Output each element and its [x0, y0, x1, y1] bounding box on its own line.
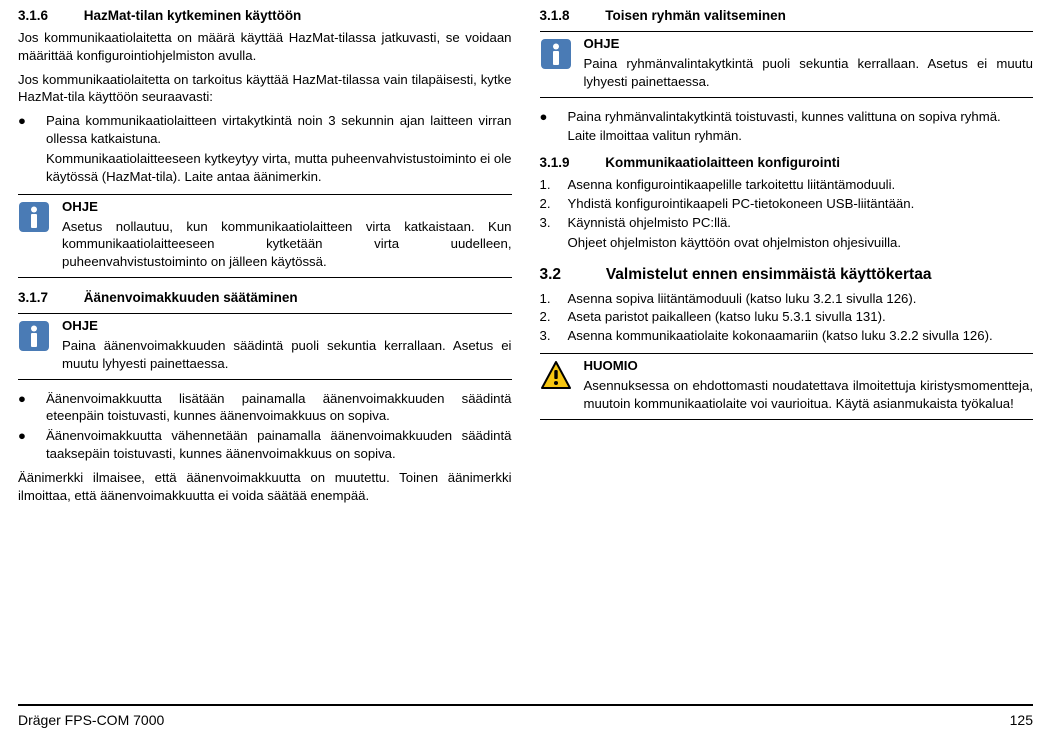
heading-num: 3.1.7 [18, 290, 80, 305]
note-content: OHJE Paina äänenvoimakkuuden säädintä pu… [62, 318, 512, 373]
para: Äänimerkki ilmaisee, että äänenvoimakkuu… [18, 469, 512, 505]
bullet-item: ● Äänenvoimakkuutta lisätään painamalla … [18, 390, 512, 426]
heading-num: 3.1.6 [18, 8, 80, 23]
numbered-list: 1. Asenna konfigurointikaapelille tarkoi… [540, 176, 1034, 251]
note-box-ohje: OHJE Paina ryhmänvalintakytkintä puoli s… [540, 31, 1034, 98]
heading-319: 3.1.9 Kommunikaatiolaitteen konfiguroint… [540, 155, 1034, 170]
num-mark: 1. [540, 290, 568, 308]
bullet-body: Paina kommunikaatiolaitteen virtakytkint… [46, 112, 512, 185]
bullet-text: Äänenvoimakkuutta lisätään painamalla ää… [46, 390, 512, 426]
heading-num: 3.1.9 [540, 155, 602, 170]
num-mark: 2. [540, 308, 568, 326]
num-text: Yhdistä konfigurointikaapeli PC-tietokon… [568, 195, 1034, 213]
info-icon [18, 320, 50, 352]
num-item: 3. Käynnistä ohjelmisto PC:llä. Ohjeet o… [540, 214, 1034, 252]
note-box-ohje: OHJE Asetus nollautuu, kun kommunikaatio… [18, 194, 512, 278]
bullet-mark: ● [18, 390, 46, 426]
heading-32: 3.2 Valmistelut ennen ensimmäistä käyttö… [540, 266, 1034, 284]
caution-title: HUOMIO [584, 358, 1034, 373]
num-mark: 3. [540, 214, 568, 252]
caution-box: HUOMIO Asennuksessa on ehdottomasti noud… [540, 353, 1034, 420]
info-icon [540, 38, 572, 70]
bullet-item: ● Paina ryhmänvalintakytkintä toistuvast… [540, 108, 1034, 146]
bullet-item: ● Äänenvoimakkuutta vähennetään painamal… [18, 427, 512, 463]
bullet-text: Äänenvoimakkuutta vähennetään painamalla… [46, 427, 512, 463]
num-text-cont: Ohjeet ohjelmiston käyttöön ovat ohjelmi… [568, 234, 1034, 252]
footer-product: Dräger FPS-COM 7000 [18, 712, 164, 728]
num-mark: 2. [540, 195, 568, 213]
note-text: Paina äänenvoimakkuuden säädintä puoli s… [62, 337, 512, 373]
warning-icon [540, 360, 572, 392]
heading-num: 3.1.8 [540, 8, 602, 23]
note-title: OHJE [62, 318, 512, 333]
heading-num: 3.2 [540, 266, 602, 284]
heading-title: Kommunikaatiolaitteen konfigurointi [605, 155, 840, 170]
note-title: OHJE [584, 36, 1034, 51]
left-column: 3.1.6 HazMat-tilan kytkeminen käyttöön J… [18, 8, 512, 510]
note-content: OHJE Asetus nollautuu, kun kommunikaatio… [62, 199, 512, 271]
heading-316: 3.1.6 HazMat-tilan kytkeminen käyttöön [18, 8, 512, 23]
bullet-text: Paina ryhmänvalintakytkintä toistuvasti,… [568, 109, 1001, 124]
page-number: 125 [1010, 712, 1033, 728]
bullet-text: Paina kommunikaatiolaitteen virtakytkint… [46, 113, 512, 146]
num-item: 3. Asenna kommunikaatiolaite kokonaamari… [540, 327, 1034, 345]
heading-title: Valmistelut ennen ensimmäistä käyttökert… [606, 266, 932, 283]
para: Jos kommunikaatiolaitetta on tarkoitus k… [18, 71, 512, 107]
note-text: Paina ryhmänvalintakytkintä puoli sekunt… [584, 55, 1034, 91]
num-text: Käynnistä ohjelmisto PC:llä. [568, 215, 731, 230]
num-text: Asenna kommunikaatiolaite kokonaamariin … [568, 327, 1034, 345]
num-text: Asenna konfigurointikaapelille tarkoitet… [568, 176, 1034, 194]
note-text: Asetus nollautuu, kun kommunikaatiolaitt… [62, 218, 512, 271]
num-mark: 1. [540, 176, 568, 194]
bullet-mark: ● [18, 427, 46, 463]
heading-title: Toisen ryhmän valitseminen [605, 8, 786, 23]
num-mark: 3. [540, 327, 568, 345]
num-item: 2. Aseta paristot paikalleen (katso luku… [540, 308, 1034, 326]
num-item: 1. Asenna sopiva liitäntämoduuli (katso … [540, 290, 1034, 308]
bullet-list: ● Paina ryhmänvalintakytkintä toistuvast… [540, 108, 1034, 146]
num-item: 2. Yhdistä konfigurointikaapeli PC-tieto… [540, 195, 1034, 213]
num-text: Aseta paristot paikalleen (katso luku 5.… [568, 308, 1034, 326]
num-item: 1. Asenna konfigurointikaapelille tarkoi… [540, 176, 1034, 194]
right-column: 3.1.8 Toisen ryhmän valitseminen OHJE Pa… [540, 8, 1034, 510]
info-icon [18, 201, 50, 233]
para: Jos kommunikaatiolaitetta on määrä käytt… [18, 29, 512, 65]
num-body: Käynnistä ohjelmisto PC:llä. Ohjeet ohje… [568, 214, 1034, 252]
numbered-list: 1. Asenna sopiva liitäntämoduuli (katso … [540, 290, 1034, 345]
heading-318: 3.1.8 Toisen ryhmän valitseminen [540, 8, 1034, 23]
note-content: HUOMIO Asennuksessa on ehdottomasti noud… [584, 358, 1034, 413]
bullet-text-cont: Laite ilmoittaa valitun ryhmän. [568, 127, 1034, 145]
bullet-list: ● Äänenvoimakkuutta lisätään painamalla … [18, 390, 512, 463]
bullet-item: ● Paina kommunikaatiolaitteen virtakytki… [18, 112, 512, 185]
heading-317: 3.1.7 Äänenvoimakkuuden säätäminen [18, 290, 512, 305]
heading-title: Äänenvoimakkuuden säätäminen [84, 290, 298, 305]
bullet-body: Paina ryhmänvalintakytkintä toistuvasti,… [568, 108, 1034, 146]
footer: Dräger FPS-COM 7000 125 [18, 704, 1033, 728]
num-text: Asenna sopiva liitäntämoduuli (katso luk… [568, 290, 1034, 308]
heading-title: HazMat-tilan kytkeminen käyttöön [84, 8, 302, 23]
note-box-ohje: OHJE Paina äänenvoimakkuuden säädintä pu… [18, 313, 512, 380]
bullet-mark: ● [540, 108, 568, 146]
bullet-mark: ● [18, 112, 46, 185]
bullet-text-cont: Kommunikaatiolaitteeseen kytkeytyy virta… [46, 150, 512, 186]
note-content: OHJE Paina ryhmänvalintakytkintä puoli s… [584, 36, 1034, 91]
columns: 3.1.6 HazMat-tilan kytkeminen käyttöön J… [18, 8, 1033, 510]
bullet-list: ● Paina kommunikaatiolaitteen virtakytki… [18, 112, 512, 185]
caution-text: Asennuksessa on ehdottomasti noudatettav… [584, 377, 1034, 413]
note-title: OHJE [62, 199, 512, 214]
